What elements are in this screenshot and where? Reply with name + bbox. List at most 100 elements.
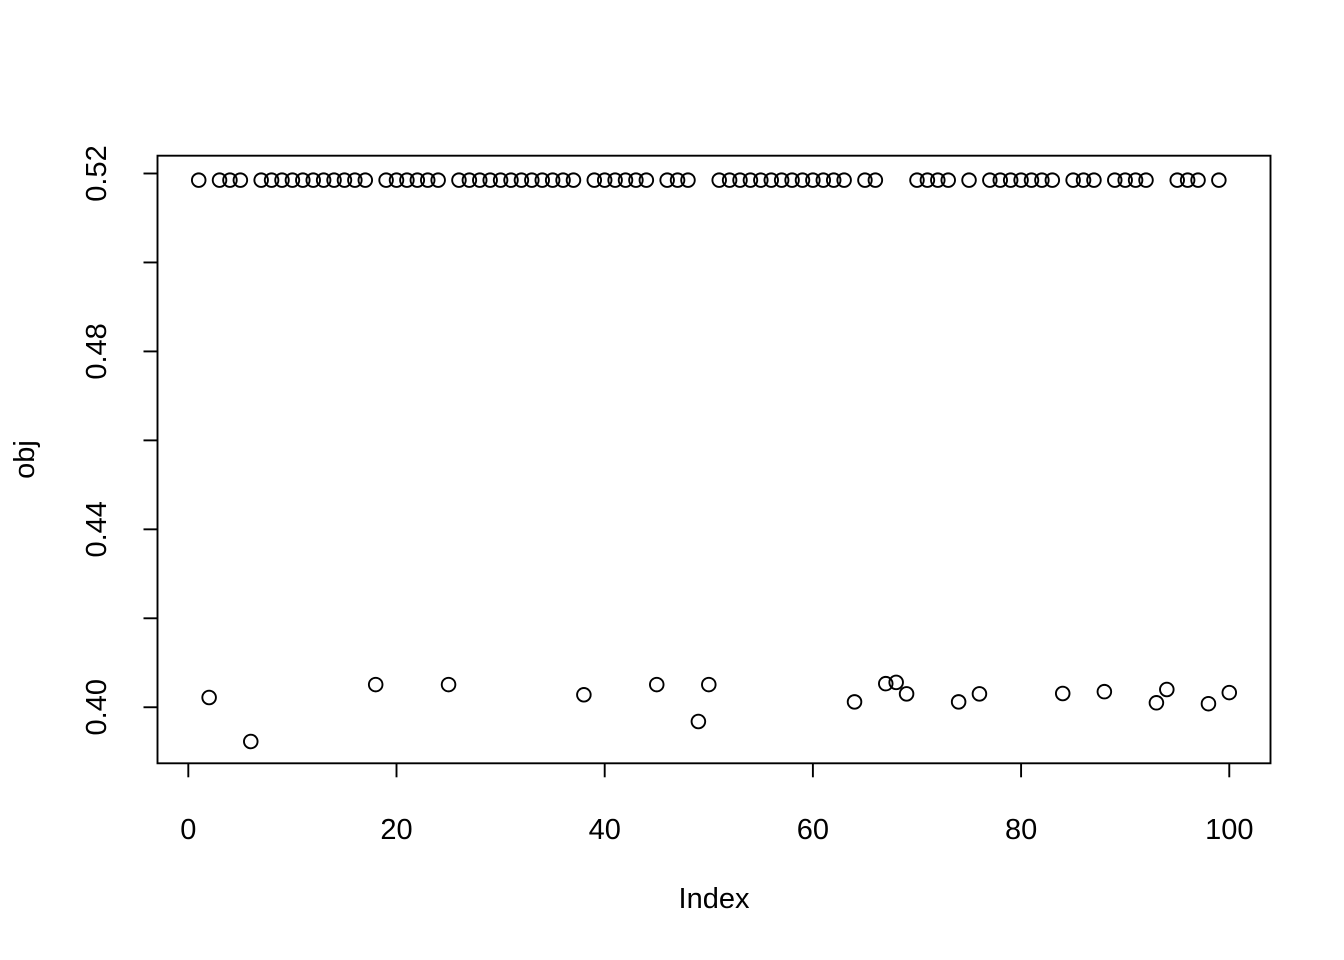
data-point <box>617 172 634 188</box>
data-point <box>898 686 915 702</box>
data-point <box>430 172 446 188</box>
data-point <box>409 172 426 188</box>
data-point <box>451 172 467 188</box>
y-tick-label: 0.48 <box>81 323 113 379</box>
data-point <box>586 172 603 188</box>
x-tick-label: 100 <box>1205 814 1253 846</box>
x-tick-label: 60 <box>797 814 829 846</box>
data-point <box>1044 172 1061 188</box>
data-point <box>492 172 509 188</box>
data-point <box>846 694 863 710</box>
x-tick-label: 80 <box>1005 814 1037 846</box>
y-axis-label: obj <box>9 440 41 479</box>
data-point <box>388 172 405 188</box>
data-point <box>190 172 207 188</box>
data-point <box>680 172 696 188</box>
data-point <box>1179 172 1196 188</box>
data-point <box>565 172 582 188</box>
data-point <box>284 172 301 188</box>
data-point <box>669 172 686 188</box>
data-point <box>482 172 498 188</box>
x-tick-label: 0 <box>180 814 196 846</box>
data-point <box>971 686 988 702</box>
data-point <box>399 172 415 188</box>
data-point <box>648 676 665 693</box>
data-point <box>305 172 321 188</box>
data-point <box>596 172 613 188</box>
data-point <box>347 172 363 188</box>
data-point <box>805 172 821 188</box>
data-point <box>503 172 519 188</box>
data-point <box>982 172 998 188</box>
data-point <box>784 172 800 188</box>
data-point <box>419 172 436 188</box>
data-point <box>222 172 238 188</box>
data-point <box>1221 684 1238 701</box>
data-point <box>825 172 842 188</box>
data-point <box>1107 172 1123 188</box>
data-point <box>253 172 269 188</box>
y-tick-label: 0.40 <box>81 679 113 735</box>
data-point <box>857 172 873 188</box>
plot-box <box>156 154 1272 765</box>
data-point <box>690 713 707 730</box>
data-point <box>773 172 790 188</box>
data-point <box>1054 685 1071 702</box>
data-point <box>992 172 1009 188</box>
data-point <box>1075 172 1092 188</box>
data-point <box>742 172 759 188</box>
data-point <box>472 172 488 188</box>
data-point <box>888 674 904 691</box>
data-point <box>1169 172 1185 188</box>
data-point <box>243 733 259 750</box>
data-point <box>753 172 769 188</box>
data-point <box>815 172 832 188</box>
data-point <box>628 172 644 188</box>
data-point <box>576 687 592 703</box>
data-point <box>1159 681 1175 698</box>
data-point <box>878 675 894 692</box>
data-point <box>513 172 530 188</box>
data-point <box>1034 172 1050 188</box>
data-point <box>909 172 925 188</box>
y-tick-label: 0.52 <box>81 145 113 201</box>
data-point <box>1023 172 1040 188</box>
data-point <box>1013 172 1029 188</box>
data-point <box>1117 172 1133 188</box>
data-point <box>950 694 967 710</box>
data-point <box>836 172 852 188</box>
data-point <box>659 172 675 188</box>
data-point <box>919 172 936 188</box>
data-point <box>336 172 353 188</box>
data-point <box>1211 172 1227 188</box>
data-point <box>638 172 655 188</box>
data-point <box>263 172 280 188</box>
x-tick-label: 40 <box>589 814 621 846</box>
data-point <box>315 172 332 188</box>
data-point <box>201 689 217 706</box>
data-point <box>1127 172 1144 188</box>
data-point <box>1086 172 1102 188</box>
data-point <box>211 172 228 188</box>
data-point <box>274 172 290 188</box>
data-point <box>367 676 384 693</box>
data-point <box>1190 172 1206 188</box>
data-point <box>763 172 780 188</box>
data-point <box>1096 683 1113 700</box>
x-axis-label: Index <box>679 883 750 915</box>
data-point <box>1002 172 1019 188</box>
data-point <box>867 172 884 188</box>
data-point <box>555 172 571 188</box>
data-point <box>940 172 956 188</box>
data-point <box>357 172 374 188</box>
data-point <box>534 172 550 188</box>
data-point <box>732 172 748 188</box>
y-tick-label: 0.44 <box>81 501 113 557</box>
data-point <box>607 172 623 188</box>
data-point <box>1200 695 1217 712</box>
data-point <box>1138 172 1154 188</box>
data-point <box>232 172 249 188</box>
data-point <box>1148 695 1165 711</box>
